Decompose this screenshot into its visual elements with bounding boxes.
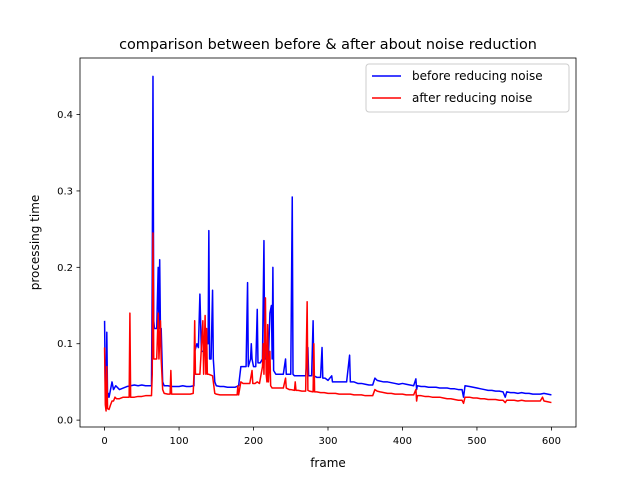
legend: before reducing noise after reducing noi… bbox=[365, 63, 570, 113]
y-tick-label: 0.3 bbox=[57, 186, 73, 197]
x-axis-label: frame bbox=[310, 456, 346, 470]
x-tick-label: 600 bbox=[542, 436, 561, 447]
y-axis: 0.0 0.1 0.2 0.3 0.4 bbox=[57, 110, 80, 427]
series-lines bbox=[103, 75, 552, 412]
legend-label-before: before reducing noise bbox=[412, 69, 543, 83]
plot-area bbox=[80, 58, 576, 427]
x-tick-label: 200 bbox=[244, 436, 263, 447]
legend-label-after: after reducing noise bbox=[412, 91, 532, 105]
chart-title: comparison between before & after about … bbox=[119, 37, 537, 53]
x-tick-label: 0 bbox=[101, 436, 107, 447]
x-axis: 0 100 200 300 400 500 600 bbox=[101, 427, 561, 447]
y-tick-label: 0.1 bbox=[57, 339, 73, 350]
series-line-after bbox=[103, 232, 552, 412]
y-tick-label: 0.2 bbox=[57, 263, 73, 274]
plot-frame bbox=[79, 57, 577, 428]
x-tick-label: 300 bbox=[318, 436, 337, 447]
x-tick-label: 500 bbox=[467, 436, 486, 447]
x-tick-label: 100 bbox=[170, 436, 189, 447]
series-line-before bbox=[103, 75, 552, 402]
y-axis-label: processing time bbox=[28, 195, 42, 291]
x-tick-label: 400 bbox=[393, 436, 412, 447]
y-tick-label: 0.4 bbox=[57, 110, 73, 121]
legend-frame bbox=[365, 63, 570, 113]
y-tick-label: 0.0 bbox=[57, 416, 73, 427]
